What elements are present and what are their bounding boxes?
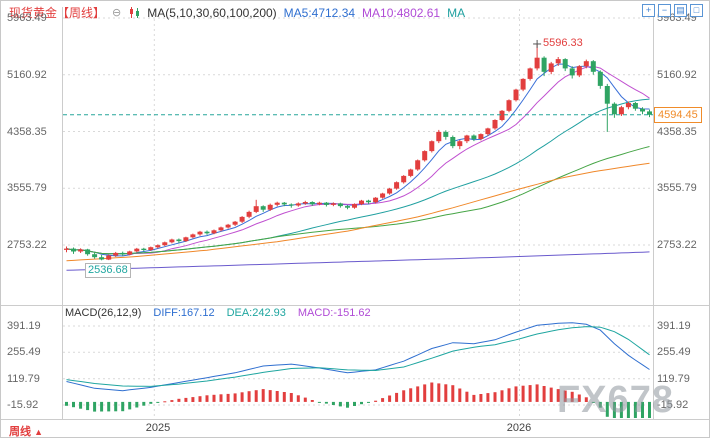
macd-axis-label-right: 391.19: [657, 320, 691, 332]
macd-axis-label-left: 255.49: [7, 346, 41, 358]
zoom-in-icon[interactable]: +: [642, 4, 655, 17]
macd-axis-label-right: 255.49: [657, 346, 691, 358]
ma10-value-label: MA10:4802.61: [362, 5, 441, 20]
timeframe-arrow-icon: ▲: [34, 427, 43, 437]
macd-axis-label-right: -15.92: [657, 399, 689, 411]
y-axis-label-left: 3555.79: [7, 182, 47, 194]
timeframe-selector[interactable]: 周线 ▲: [9, 423, 43, 438]
x-axis-year-2026: 2026: [506, 422, 532, 434]
candlestick-icon-glyph: [130, 7, 140, 18]
y-axis-label-left: 2753.22: [7, 239, 47, 251]
indicator-icon[interactable]: ▤: [674, 4, 687, 17]
candlestick-icon[interactable]: [128, 6, 140, 19]
collapse-icon[interactable]: ⊖: [112, 7, 122, 19]
macd-axis-label-left: 119.79: [7, 373, 40, 385]
zoom-out-icon[interactable]: −: [658, 4, 671, 17]
chart-header: 现货黄金【周线】 ⊖ MA(5,10,30,60,100,200) MA5:47…: [9, 4, 465, 21]
ma30-value-label-truncated: MA: [447, 5, 466, 20]
y-axis-label-left: 5160.92: [7, 69, 47, 81]
y-axis-label-left: 5963.49: [7, 12, 47, 24]
ma-settings-label[interactable]: MA(5,10,30,60,100,200): [147, 5, 277, 20]
macd-dea-value: DEA:242.93: [226, 307, 286, 319]
symbol-title: 现货黄金【周线】: [9, 6, 106, 20]
macd-hist-value: MACD:-151.62: [297, 307, 371, 319]
fullscreen-icon[interactable]: □: [690, 4, 703, 17]
high-price-annotation: 5596.33: [543, 37, 583, 49]
macd-settings-label[interactable]: MACD(26,12,9): [65, 307, 142, 319]
timeframe-label: 周线: [9, 426, 31, 438]
chart-toolbar: + − ▤ □: [642, 4, 703, 17]
macd-axis-label-left: -15.92: [7, 399, 39, 411]
macd-axis-label-right: 119.79: [657, 373, 690, 385]
y-axis-label-left: 4358.35: [7, 126, 47, 138]
macd-header: MACD(26,12,9) DIFF:167.12 DEA:242.93 MAC…: [65, 307, 371, 319]
x-axis-year-2025: 2025: [145, 422, 171, 434]
y-axis-label-right: 2753.22: [657, 239, 697, 251]
ma5-value-label: MA5:4712.34: [283, 5, 356, 20]
low-price-annotation: 2536.68: [85, 263, 131, 278]
current-price-tag: 4594.45: [654, 107, 702, 123]
y-axis-label-right: 5160.92: [657, 69, 697, 81]
macd-axis-label-left: 391.19: [7, 320, 41, 332]
y-axis-label-right: 4358.35: [657, 126, 697, 138]
y-axis-label-right: 3555.79: [657, 182, 697, 194]
macd-diff-value: DIFF:167.12: [153, 307, 215, 319]
